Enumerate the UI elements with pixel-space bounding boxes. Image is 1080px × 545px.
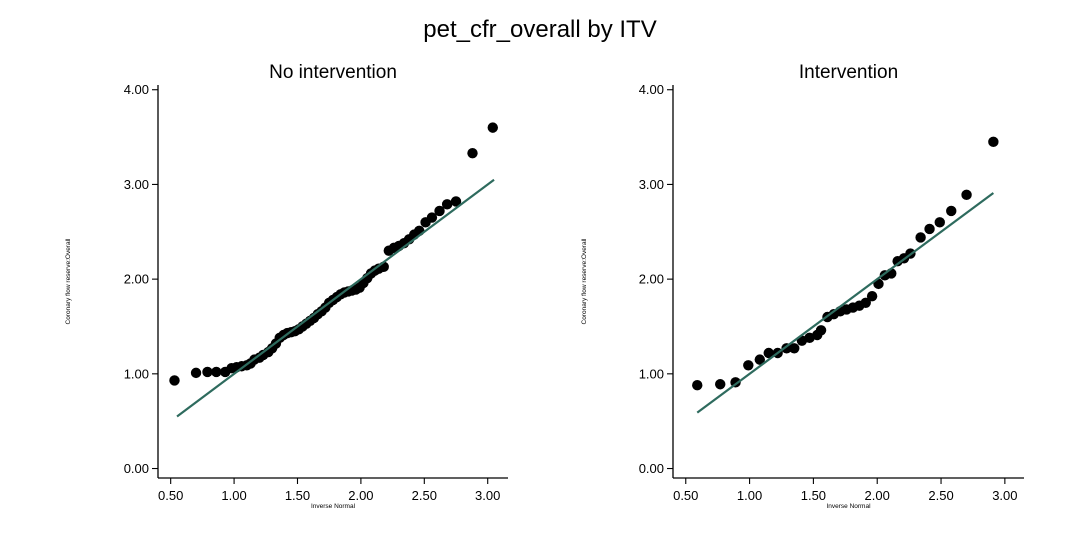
x-tick-label: 1.50: [285, 488, 310, 503]
x-tick-label: 3.00: [475, 488, 500, 503]
x-tick-label: 2.50: [928, 488, 953, 503]
data-point: [789, 343, 800, 354]
data-point: [915, 232, 926, 243]
y-tick-label: 4.00: [639, 82, 664, 97]
data-point: [763, 347, 774, 359]
x-axis-label: Inverse Normal: [826, 503, 871, 510]
y-tick-label: 3.00: [124, 177, 149, 192]
y-tick-label: 1.00: [639, 366, 664, 381]
x-tick-label: 2.00: [348, 488, 373, 503]
x-tick-label: 3.00: [992, 488, 1017, 503]
y-axis-label: Coronary flow reserve:Overall: [581, 238, 588, 325]
data-point: [202, 366, 213, 378]
y-tick-label: 0.00: [124, 461, 149, 476]
data-point: [441, 199, 453, 210]
data-point: [946, 205, 957, 217]
y-axis-label: Coronary flow reserve:Overall: [65, 238, 72, 325]
reference-line: [176, 178, 495, 418]
data-point: [934, 217, 945, 228]
y-tick-label: 4.00: [124, 82, 149, 97]
y-tick-label: 3.00: [639, 177, 664, 192]
x-tick-label: 0.50: [673, 488, 698, 503]
x-tick-label: 1.50: [801, 488, 826, 503]
data-point: [426, 212, 438, 223]
data-point: [692, 379, 703, 391]
panel-intervention: Intervention 0.00 1.00 2.00 3.00 4.00 0.50 1.00…: [581, 62, 1024, 510]
x-tick-label: 2.00: [865, 488, 890, 503]
data-point: [190, 367, 202, 379]
x-tick-label: 1.00: [737, 488, 762, 503]
data-point: [450, 196, 462, 207]
x-axis-label: Inverse Normal: [311, 503, 356, 510]
y-tick-label: 1.00: [124, 366, 149, 381]
panel-title: Intervention: [799, 62, 898, 83]
data-point: [988, 136, 999, 148]
data-point: [211, 366, 222, 378]
data-point: [467, 147, 478, 159]
reference-line: [696, 192, 995, 414]
x-tick-label: 2.50: [412, 488, 437, 503]
data-point: [715, 379, 726, 390]
x-tick-label: 1.00: [221, 488, 246, 503]
data-point: [860, 297, 871, 309]
y-tick-label: 0.00: [639, 461, 664, 476]
data-point: [434, 205, 445, 217]
panel-no-intervention: No intervention 0.00 1.00 2.00 3.00 4.00 0.50 1…: [65, 62, 508, 510]
data-point: [754, 354, 765, 365]
data-point: [743, 360, 754, 371]
data-point: [487, 122, 498, 133]
data-point: [924, 223, 935, 235]
x-tick-label: 0.50: [158, 488, 183, 503]
data-point: [169, 375, 180, 386]
y-tick-label: 2.00: [639, 272, 664, 287]
data-point: [961, 189, 972, 201]
data-point: [815, 325, 827, 336]
figure-title: pet_cfr_overall by ITV: [423, 16, 656, 43]
panel-title: No intervention: [269, 62, 397, 83]
y-tick-label: 2.00: [124, 272, 149, 287]
data-point: [866, 290, 878, 302]
